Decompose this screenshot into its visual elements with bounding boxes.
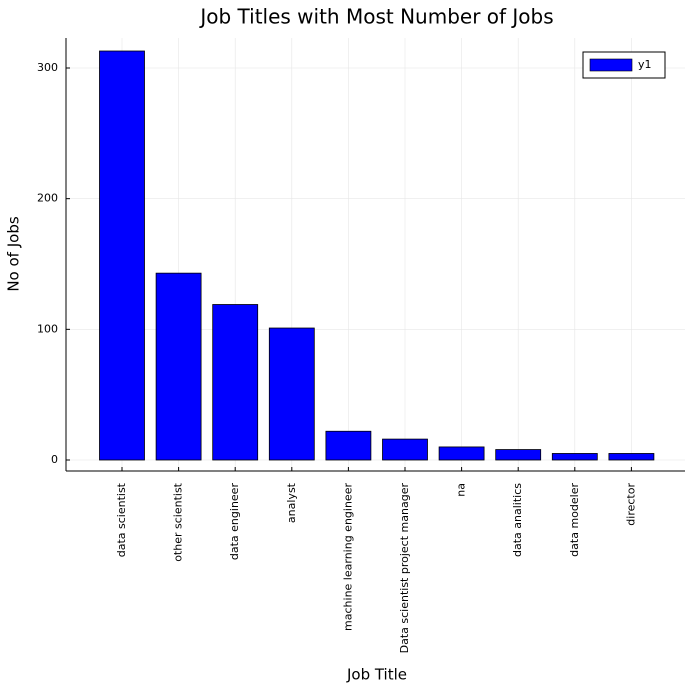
x-tick-label: na [455,483,468,497]
bar [268,327,315,461]
bar [438,446,485,461]
x-tick-label: data analitics [511,483,524,557]
y-tick-label: 200 [37,192,58,205]
x-ticks: data scientist other scientist data engine… [115,467,637,653]
y-tick-label: 300 [37,61,58,74]
x-tick-label: data modeler [568,483,581,557]
bar [99,50,145,461]
bar [382,438,428,461]
legend-label: y1 [638,58,652,71]
y-ticks: 0 100 200 300 [37,61,70,466]
bar [212,304,259,461]
bar [495,449,542,461]
x-tick-label: Data scientist project manager [398,483,411,654]
bar [608,453,655,461]
x-tick-label: data engineer [228,483,241,561]
x-axis-title: Job Title [346,666,407,684]
x-tick-label: director [624,483,637,526]
y-tick-label: 100 [37,322,58,335]
x-tick-label: analyst [285,482,298,523]
y-axis-title: No of Jobs [5,216,23,292]
bar [325,430,372,461]
bar [551,453,598,461]
legend-swatch [589,58,633,72]
bars [99,50,655,461]
bar [155,272,202,461]
x-tick-label: machine learning engineer [341,483,354,631]
y-tick-label: 0 [51,453,58,466]
x-tick-label: other scientist [172,482,185,561]
chart-title: Job Titles with Most Number of Jobs [198,5,553,29]
legend: y1 [582,51,666,79]
x-tick-label: data scientist [115,482,128,557]
